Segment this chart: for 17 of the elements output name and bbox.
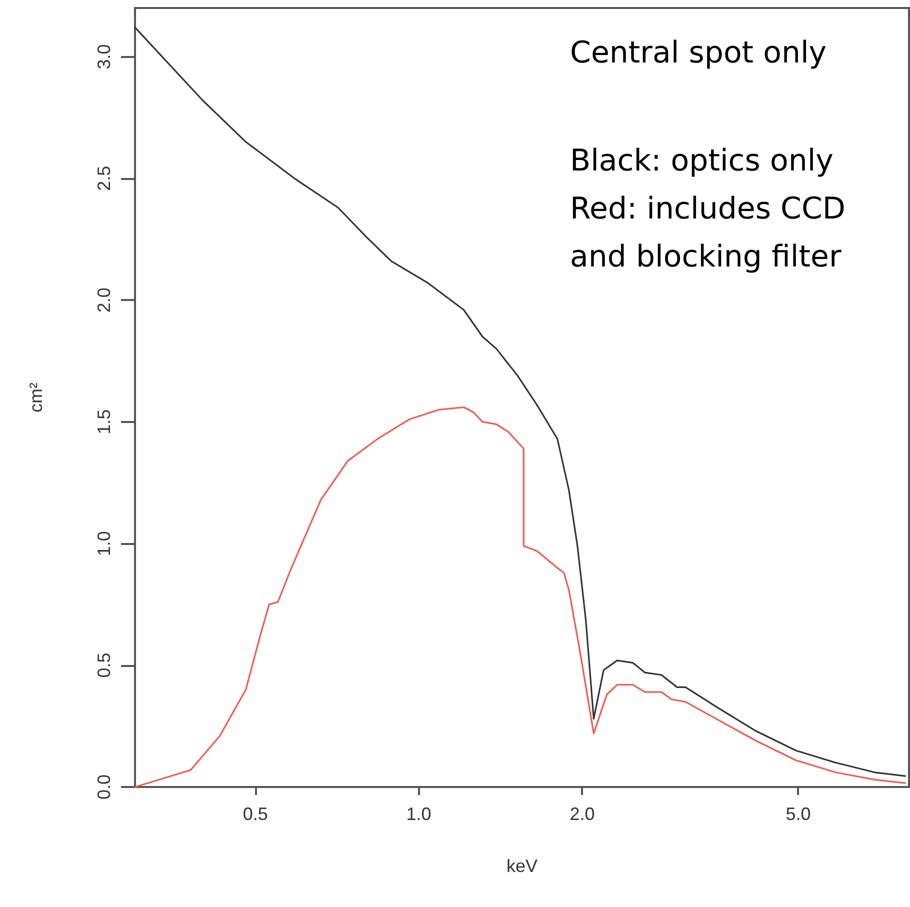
y-tick-label: 2.0 [94,288,114,313]
y-tick-label: 0.0 [94,774,114,800]
x-tick-label: 0.5 [242,804,268,824]
y-axis-title: cm² [26,382,46,412]
annotation: and blocking filter [570,240,842,274]
x-tick-label: 5.0 [786,804,811,824]
y-tick-label: 0.5 [94,652,114,678]
x-axis-title: keV [506,856,538,876]
y-tick-label: 1.0 [94,531,114,556]
y-tick-label: 2.5 [94,166,114,191]
x-tick-label: 1.0 [406,804,432,824]
annotation: Red: includes CCD [570,192,846,226]
y-tick-label: 1.5 [94,409,114,434]
annotation: Central spot only [570,36,827,70]
annotation: Black: optics only [570,144,834,178]
x-tick-label: 2.0 [570,804,595,824]
y-tick-label: 3.0 [94,44,114,70]
